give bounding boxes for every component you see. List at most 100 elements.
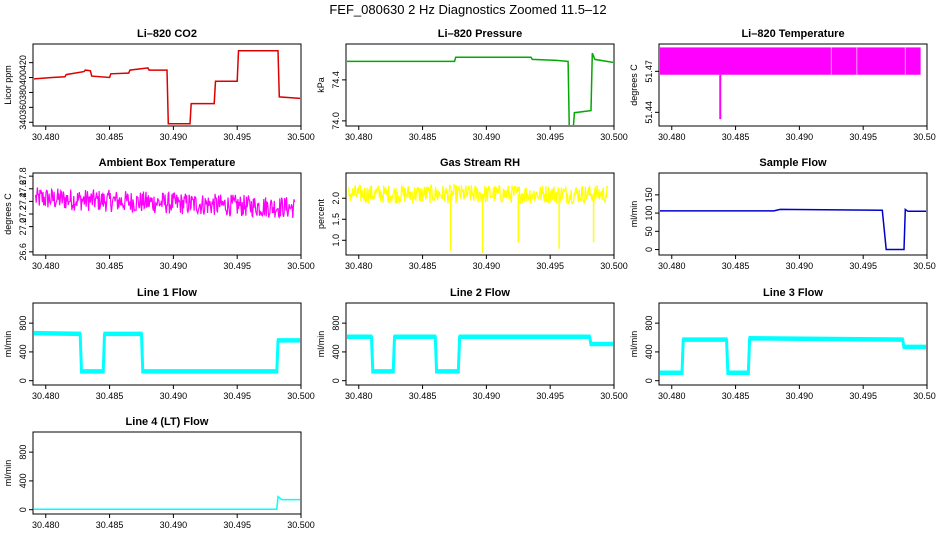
y-axis-label: ml/min [3, 460, 13, 487]
plot-frame [658, 302, 928, 386]
panel-title: Line 1 Flow [137, 287, 197, 299]
plot-frame [32, 302, 302, 386]
plot-frame [345, 43, 615, 127]
chart-panel-pressure: Li–820 Pressure 30.480 30.485 30.490 30.495 3… [316, 28, 628, 142]
y-tick-label: 0 [644, 378, 654, 383]
y-tick-label: 27.0 [18, 218, 28, 236]
x-tick-label: 30.500 [287, 261, 315, 271]
y-tick-label: 27.6 [18, 180, 28, 198]
x-tick-label: 30.490 [160, 132, 188, 142]
series-group [660, 207, 926, 251]
y-tick-label: 27.4 [18, 193, 28, 211]
series-group [348, 183, 609, 253]
x-tick-label: 30.495 [849, 132, 877, 142]
x-tick-label: 30.500 [600, 261, 628, 271]
x-tick-label: 30.495 [536, 261, 564, 271]
x-tick-label: 30.490 [160, 520, 188, 530]
x-tick-label: 30.485 [96, 132, 124, 142]
panel-title: Line 4 (LT) Flow [126, 416, 209, 428]
x-tick-label: 30.495 [849, 391, 877, 401]
x-tick-label: 30.500 [913, 261, 936, 271]
x-tick-label: 30.500 [287, 132, 315, 142]
y-axis-label: Licor ppm [3, 65, 13, 105]
x-tick-label: 30.480 [32, 391, 60, 401]
series-band-temperature [660, 47, 921, 75]
x-tick-label: 30.480 [345, 132, 373, 142]
y-tick-label: 74.4 [331, 71, 341, 89]
y-tick-label: 1.0 [331, 234, 341, 247]
x-tick-label: 30.480 [32, 261, 60, 271]
x-tick-label: 30.485 [409, 261, 437, 271]
chart-panels: Li–820 CO2 30.480 30.485 30.490 30.495 30.500… [3, 28, 936, 530]
y-tick-label: 0 [18, 378, 28, 383]
chart-panel-line2: Line 2 Flow 30.480 30.485 30.490 30.495 30.50… [316, 287, 628, 401]
y-tick-label: 800 [18, 316, 28, 331]
series-line-ripple-line1 [34, 330, 300, 372]
y-axis-label: percent [316, 198, 326, 229]
y-tick-label: 50 [644, 226, 654, 236]
y-tick-label: 100 [644, 206, 654, 221]
x-tick-label: 30.500 [287, 520, 315, 530]
y-tick-label: 74.0 [331, 112, 341, 130]
x-tick-label: 30.480 [658, 261, 686, 271]
y-tick-label: 27.2 [18, 205, 28, 223]
plot-frame [658, 172, 928, 256]
x-tick-label: 30.495 [849, 261, 877, 271]
y-axis-label: kPa [316, 77, 326, 93]
x-tick-label: 30.490 [786, 132, 814, 142]
series-group [35, 187, 296, 219]
y-tick-label: 150 [644, 187, 654, 202]
series-group [34, 495, 300, 511]
x-tick-label: 30.495 [223, 520, 251, 530]
panel-title: Li–820 Temperature [741, 28, 844, 40]
plot-frame [345, 172, 615, 256]
x-tick-label: 30.490 [473, 391, 501, 401]
x-tick-label: 30.495 [223, 261, 251, 271]
x-tick-label: 30.500 [913, 391, 936, 401]
x-tick-label: 30.495 [536, 391, 564, 401]
x-tick-label: 30.490 [473, 261, 501, 271]
panel-title: Line 3 Flow [763, 287, 823, 299]
y-axis-label: degrees C [3, 193, 13, 235]
x-tick-label: 30.485 [96, 391, 124, 401]
chart-panel-sample: Sample Flow 30.480 30.485 30.490 30.495 30.50… [629, 157, 936, 271]
y-tick-label: 400 [18, 344, 28, 359]
x-tick-label: 30.480 [345, 391, 373, 401]
series-line-sample [660, 207, 926, 251]
plot-frame [658, 43, 928, 127]
x-tick-label: 30.500 [287, 391, 315, 401]
x-tick-label: 30.485 [722, 132, 750, 142]
series-group [347, 334, 613, 374]
panel-title: Gas Stream RH [440, 157, 520, 169]
plot-frame [32, 431, 302, 515]
chart-panel-line1: Line 1 Flow 30.480 30.485 30.490 30.495 30.50… [3, 287, 315, 401]
chart-panel-line3: Line 3 Flow 30.480 30.485 30.490 30.495 30.50… [629, 287, 936, 401]
y-tick-label: 0 [18, 507, 28, 512]
x-tick-label: 30.485 [409, 391, 437, 401]
y-tick-label: 0 [331, 378, 341, 383]
y-tick-label: 400 [644, 344, 654, 359]
series-group [347, 52, 613, 125]
x-tick-label: 30.490 [473, 132, 501, 142]
x-tick-label: 30.500 [913, 132, 936, 142]
panel-title: Li–820 Pressure [438, 28, 522, 40]
y-tick-label: 51.47 [644, 60, 654, 83]
series-group [660, 335, 926, 375]
y-tick-label: 1.5 [331, 213, 341, 226]
y-tick-label: 27.8 [18, 167, 28, 185]
series-line-rh [348, 183, 609, 206]
y-tick-label: 400 [18, 473, 28, 488]
y-tick-label: 26.6 [18, 243, 28, 261]
x-tick-label: 30.490 [160, 391, 188, 401]
x-tick-label: 30.495 [223, 132, 251, 142]
plot-frame [32, 43, 302, 127]
x-tick-label: 30.480 [345, 261, 373, 271]
y-tick-label: 420 [18, 55, 28, 70]
x-tick-label: 30.485 [96, 520, 124, 530]
x-tick-label: 30.500 [600, 132, 628, 142]
x-tick-label: 30.495 [536, 132, 564, 142]
x-tick-label: 30.485 [96, 261, 124, 271]
series-line-line4 [34, 495, 300, 511]
